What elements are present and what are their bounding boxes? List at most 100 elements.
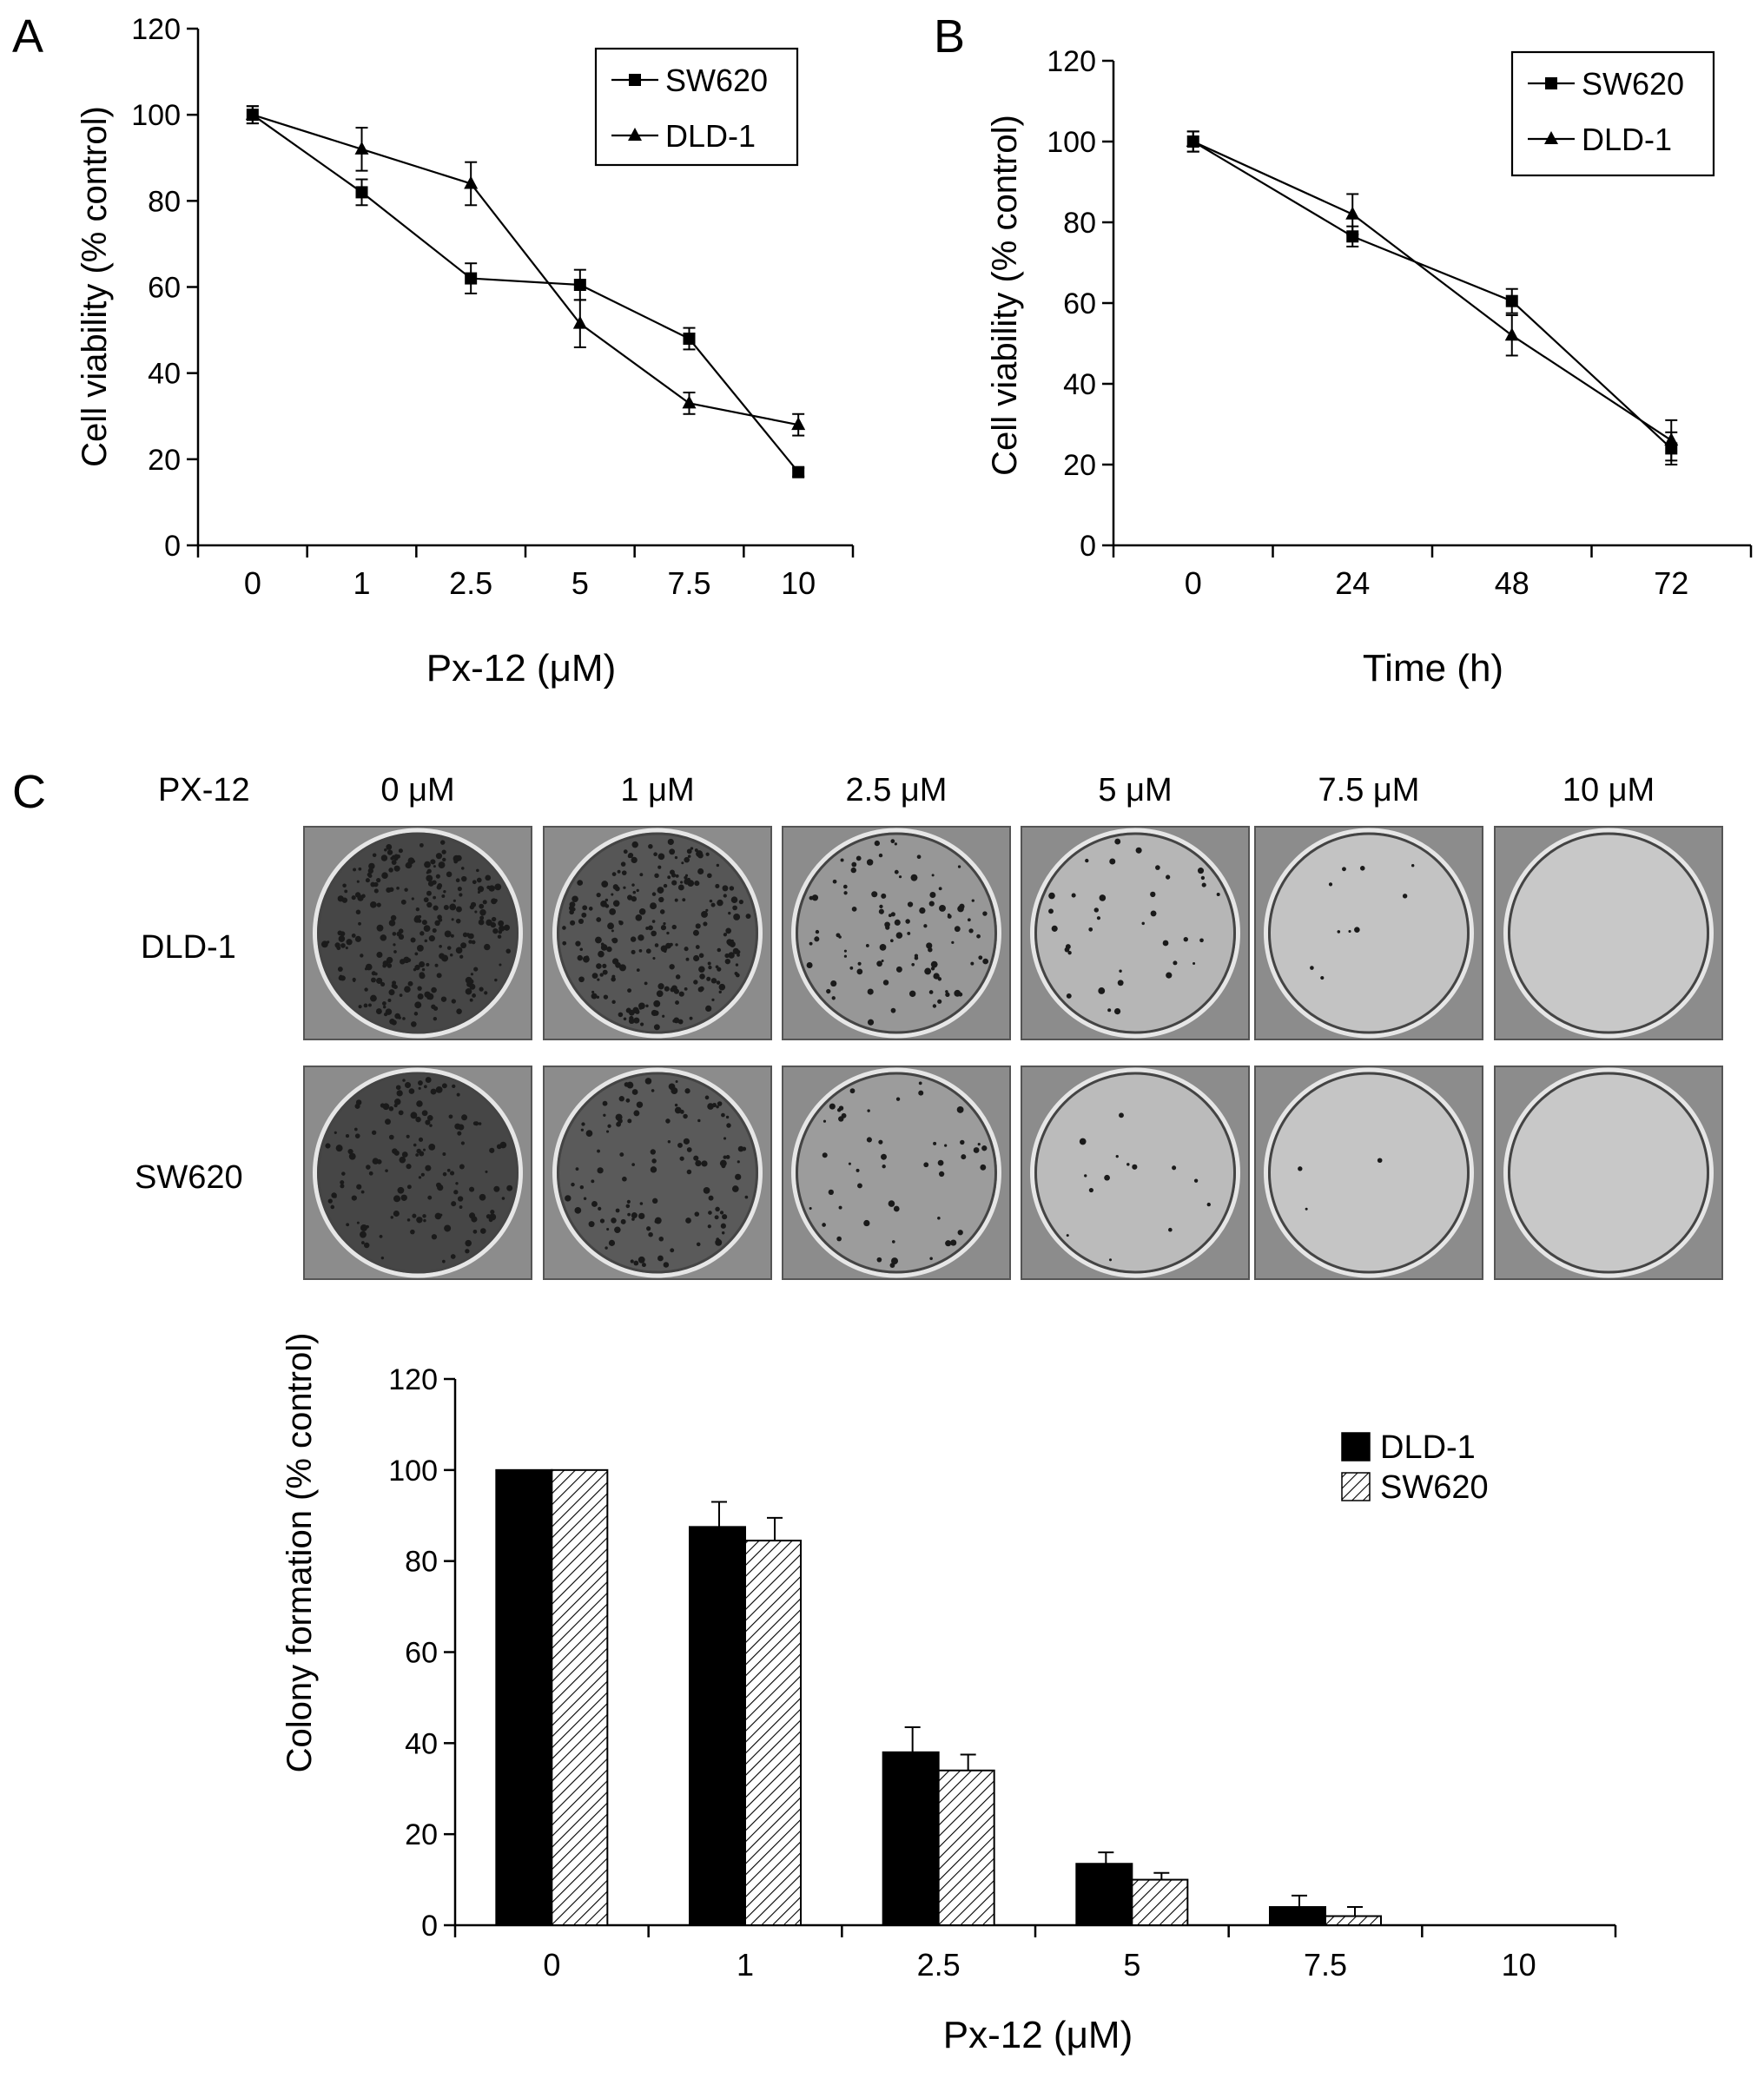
colony-dot-dld1: [431, 986, 437, 993]
colony-dot-dld1: [718, 990, 722, 994]
colony-dot-sw620: [679, 1156, 684, 1161]
colony-dot-dld1: [653, 852, 657, 857]
colony-dish-rim-sw620: [791, 1067, 1001, 1278]
colony-dot-dld1: [680, 881, 684, 884]
colony-dot-dld1: [363, 1003, 368, 1008]
colony-dot-sw620: [627, 1212, 631, 1217]
colony-dot-dld1: [938, 887, 942, 891]
colony-dot-sw620: [714, 1215, 719, 1220]
colony-dot-dld1: [718, 983, 726, 991]
colony-dot-sw620: [938, 1171, 945, 1178]
colony-dot-sw620: [456, 1092, 460, 1097]
colony-dot-dld1: [867, 1019, 875, 1026]
chart-b-y-axis-label: Cell viability (% control): [986, 115, 1024, 476]
colony-dot-sw620: [602, 1100, 608, 1106]
colony-dot-dld1: [1067, 950, 1072, 955]
colony-dot-dld1: [393, 943, 396, 947]
colony-dot-sw620: [648, 1231, 653, 1237]
colony-dot-dld1: [413, 916, 420, 923]
colony-dot-dld1: [469, 983, 476, 990]
chart-a-series-line-sw620: [252, 114, 800, 473]
colony-dot-dld1: [370, 901, 377, 908]
colony-dot-dld1: [494, 978, 498, 982]
colony-dot-sw620: [866, 1137, 872, 1143]
chart-a-legend-label-sw620: SW620: [665, 63, 768, 98]
colony-dot-dld1: [455, 947, 463, 954]
colony-dot-dld1: [621, 870, 627, 875]
colony-dot-sw620: [950, 1239, 957, 1246]
colony-dot-dld1: [954, 926, 961, 933]
colony-dot-sw620: [651, 1089, 655, 1092]
colony-dot-dld1: [933, 973, 940, 980]
chart-a-y-tick-label: 60: [148, 272, 181, 305]
colony-dot-sw620: [973, 1147, 980, 1153]
chart-a-point-sw620: [792, 465, 805, 478]
colony-dot-dld1: [364, 967, 368, 971]
colony-dot-sw620: [416, 1100, 423, 1107]
colony-dot-sw620: [686, 1169, 692, 1175]
colony-dot-sw620: [977, 1143, 981, 1146]
colony-dot-dld1: [364, 987, 368, 992]
colony-dot-dld1: [633, 1017, 640, 1024]
colony-dot-sw620: [650, 1166, 657, 1173]
colony-dot-dld1: [398, 848, 403, 854]
colony-dot-dld1: [433, 895, 437, 900]
colony-dot-dld1: [376, 924, 384, 932]
colony-dot-dld1: [353, 979, 356, 982]
colony-dot-sw620: [459, 1205, 463, 1209]
colony-dot-sw620: [663, 1262, 670, 1268]
colony-dot-sw620: [981, 1145, 988, 1151]
colony-dot-dld1: [723, 894, 727, 898]
colony-dot-sw620: [506, 1184, 513, 1191]
chart-a-y-axis-label: Cell viability (% control): [76, 106, 114, 467]
colony-dot-sw620: [413, 1143, 417, 1147]
colony-dot-dld1: [351, 933, 356, 938]
chart-b-y-tick-label: 0: [1080, 530, 1096, 563]
colony-dot-dld1: [684, 986, 688, 991]
colony-dot-dld1: [404, 887, 408, 892]
colony-dot-sw620: [397, 1186, 405, 1194]
colony-dot-dld1: [488, 885, 495, 892]
colony-dot-dld1: [729, 886, 735, 891]
colony-dot-sw620: [425, 1119, 431, 1125]
chart-c-y-tick-label: 40: [405, 1727, 438, 1760]
colony-dot-dld1: [890, 912, 895, 917]
colony-dot-dld1: [722, 885, 729, 892]
colony-dot-dld1: [937, 977, 942, 981]
colony-dot-dld1: [1173, 960, 1178, 966]
colony-dot-sw620: [575, 1167, 579, 1171]
colony-dot-dld1: [384, 848, 387, 852]
colony-dot-sw620: [327, 1198, 333, 1204]
colony-dot-dld1: [724, 958, 731, 965]
colony-dot-sw620: [446, 1168, 451, 1172]
colony-dot-sw620: [744, 1195, 749, 1199]
chart-b-series-line-sw620: [1193, 141, 1672, 450]
colony-dot-sw620: [683, 1113, 688, 1119]
colony-dot-dld1: [602, 963, 607, 968]
colony-dot-dld1: [597, 978, 600, 981]
colony-dot-dld1: [851, 861, 857, 868]
colony-dot-dld1: [677, 884, 684, 891]
colony-dot-sw620: [1104, 1174, 1110, 1181]
colony-dot-dld1: [391, 860, 397, 865]
colony-dot-sw620: [723, 1155, 727, 1159]
colony-dot-dld1: [937, 999, 942, 1004]
colony-dot-sw620: [679, 1109, 684, 1114]
colony-dot-sw620: [418, 1137, 424, 1142]
colony-dot-sw620: [848, 1162, 851, 1165]
colony-dot-dld1: [729, 940, 736, 947]
chart-b-legend-label-dld1: DLD-1: [1582, 122, 1672, 157]
colony-dot-dld1: [479, 903, 485, 909]
colony-dot-sw620: [340, 1184, 345, 1189]
colony-dot-dld1: [907, 931, 911, 935]
colony-dot-dld1: [631, 856, 638, 864]
chart-a-point-sw620: [355, 186, 368, 199]
colony-dot-dld1: [645, 927, 650, 930]
colony-dot-sw620: [366, 1165, 371, 1170]
colony-dot-sw620: [701, 1160, 708, 1167]
chart-b-x-tick-label: 48: [1495, 565, 1529, 601]
colony-dot-sw620: [490, 1210, 495, 1215]
colony-dot-dld1: [878, 853, 883, 858]
colony-dot-dld1: [681, 861, 684, 865]
